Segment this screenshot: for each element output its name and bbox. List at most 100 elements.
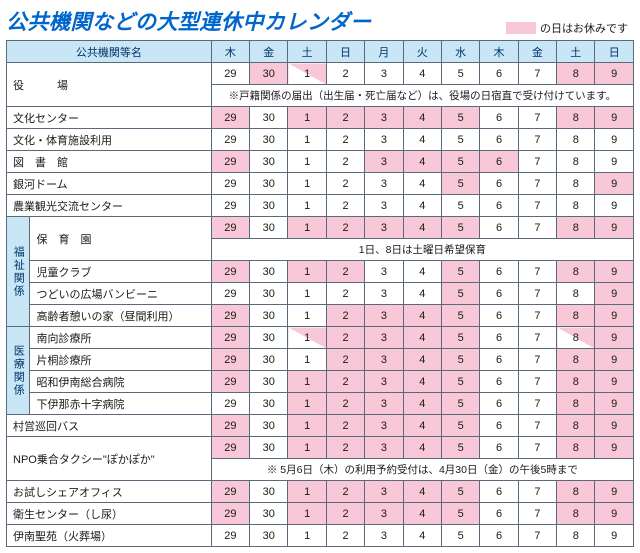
legend-text: の日はお休みです (540, 20, 628, 36)
date-cell: 2 (326, 305, 364, 327)
date-cell: 4 (403, 481, 441, 503)
date-cell: 30 (250, 437, 288, 459)
date-cell: 3 (365, 195, 403, 217)
legend-swatch (506, 22, 536, 34)
date-cell: 9 (595, 503, 634, 525)
date-cell: 1 (288, 371, 326, 393)
date-cell: 6 (480, 283, 518, 305)
date-cell: 3 (365, 283, 403, 305)
date-cell: 9 (595, 217, 634, 239)
date-cell: 4 (403, 327, 441, 349)
note-yakuba: ※戸籍関係の届出（出生届・死亡届など）は、役場の日宿直で受け付けています。 (211, 85, 633, 107)
date-cell: 8 (557, 349, 595, 371)
date-cell: 7 (518, 107, 556, 129)
date-cell: 9 (595, 305, 634, 327)
date-cell: 6 (480, 173, 518, 195)
date-cell: 30 (250, 327, 288, 349)
date-cell: 29 (211, 195, 249, 217)
date-cell: 1 (288, 173, 326, 195)
date-cell: 29 (211, 305, 249, 327)
facility-name: 衛生センター（し尿） (7, 503, 212, 525)
date-cell: 30 (250, 129, 288, 151)
date-cell: 30 (250, 151, 288, 173)
date-cell: 7 (518, 437, 556, 459)
dow: 火 (403, 41, 441, 63)
dow: 月 (365, 41, 403, 63)
date-cell: 1 (288, 217, 326, 239)
date-cell: 7 (518, 349, 556, 371)
date-cell: 30 (250, 173, 288, 195)
date-cell: 8 (557, 327, 595, 349)
date-cell: 29 (211, 371, 249, 393)
date-cell: 6 (480, 503, 518, 525)
facility-name: 図 書 館 (7, 151, 212, 173)
date-cell: 6 (480, 415, 518, 437)
date-cell: 3 (365, 63, 403, 85)
date-cell: 2 (326, 349, 364, 371)
date-cell: 3 (365, 349, 403, 371)
date-cell: 4 (403, 107, 441, 129)
facility-name: お試しシェアオフィス (7, 481, 212, 503)
date-cell: 1 (288, 327, 326, 349)
date-cell: 5 (441, 173, 479, 195)
date-cell: 3 (365, 393, 403, 415)
date-cell: 2 (326, 393, 364, 415)
date-cell: 5 (441, 261, 479, 283)
table-row: 文化・体育施設利用2930123456789 (7, 129, 634, 151)
dow: 金 (518, 41, 556, 63)
date-cell: 30 (250, 305, 288, 327)
date-cell: 6 (480, 393, 518, 415)
date-cell: 29 (211, 393, 249, 415)
date-cell: 4 (403, 525, 441, 547)
date-cell: 8 (557, 371, 595, 393)
date-cell: 8 (557, 63, 595, 85)
table-row: 衛生センター（し尿）2930123456789 (7, 503, 634, 525)
date-cell: 1 (288, 437, 326, 459)
table-row: 下伊那赤十字病院2930123456789 (7, 393, 634, 415)
facility-name: 役 場 (7, 63, 212, 107)
date-cell: 3 (365, 415, 403, 437)
dow: 水 (441, 41, 479, 63)
date-cell: 8 (557, 481, 595, 503)
date-cell: 7 (518, 283, 556, 305)
date-cell: 2 (326, 261, 364, 283)
date-cell: 6 (480, 371, 518, 393)
date-cell: 7 (518, 63, 556, 85)
date-cell: 3 (365, 525, 403, 547)
date-cell: 6 (480, 63, 518, 85)
date-cell: 8 (557, 283, 595, 305)
date-cell: 5 (441, 327, 479, 349)
date-cell: 4 (403, 349, 441, 371)
date-cell: 29 (211, 415, 249, 437)
date-cell: 7 (518, 173, 556, 195)
date-cell: 8 (557, 173, 595, 195)
dow: 土 (557, 41, 595, 63)
date-cell: 4 (403, 261, 441, 283)
date-cell: 5 (441, 481, 479, 503)
date-cell: 3 (365, 327, 403, 349)
date-cell: 3 (365, 151, 403, 173)
date-cell: 29 (211, 283, 249, 305)
date-cell: 1 (288, 283, 326, 305)
date-cell: 5 (441, 393, 479, 415)
date-cell: 8 (557, 261, 595, 283)
date-cell: 1 (288, 305, 326, 327)
date-cell: 6 (480, 217, 518, 239)
date-cell: 9 (595, 107, 634, 129)
date-cell: 4 (403, 305, 441, 327)
date-cell: 29 (211, 437, 249, 459)
date-cell: 7 (518, 525, 556, 547)
date-cell: 6 (480, 349, 518, 371)
table-row: 役 場 2930123456789 (7, 63, 634, 85)
date-cell: 7 (518, 371, 556, 393)
note-hoiku: 1日、8日は土曜日希望保育 (211, 239, 633, 261)
date-cell: 1 (288, 63, 326, 85)
date-cell: 9 (595, 283, 634, 305)
date-cell: 29 (211, 173, 249, 195)
facility-name: 農業観光交流センター (7, 195, 212, 217)
date-cell: 8 (557, 217, 595, 239)
date-cell: 29 (211, 151, 249, 173)
date-cell: 2 (326, 173, 364, 195)
date-cell: 2 (326, 437, 364, 459)
date-cell: 9 (595, 437, 634, 459)
